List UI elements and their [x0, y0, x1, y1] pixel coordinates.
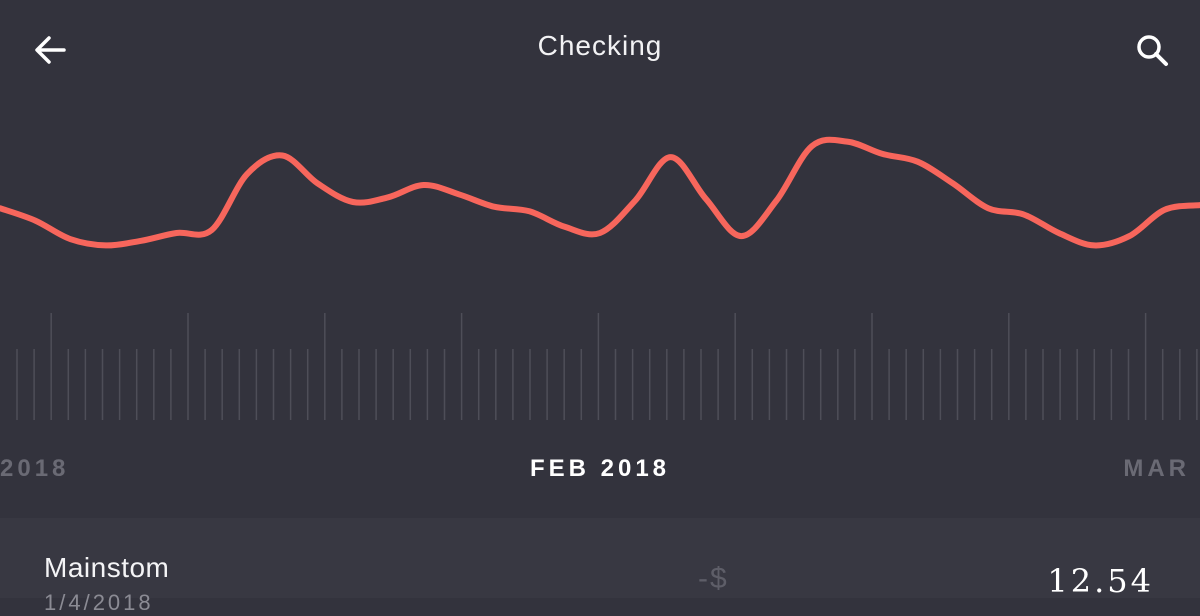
search-icon [1137, 35, 1168, 66]
arrow-left-icon [35, 36, 66, 64]
transaction-amount: 12.54 [1047, 562, 1154, 600]
balance-chart[interactable] [0, 100, 1200, 520]
transaction-currency: -$ [698, 562, 729, 595]
prev-month-label[interactable]: 2018 [0, 455, 70, 482]
page-title: Checking [537, 30, 663, 61]
search-button[interactable] [1130, 28, 1174, 72]
transaction-name: Mainstom [44, 552, 170, 583]
timeline-ticks [16, 313, 1198, 420]
transaction-date: 1/4/2018 [44, 590, 154, 615]
next-month-label[interactable]: MAR [1123, 455, 1190, 482]
back-button[interactable] [28, 28, 72, 72]
transaction-row[interactable]: Mainstom 1/4/2018 -$ 12.54 [0, 518, 1200, 615]
app-bar: Checking [0, 0, 1200, 100]
balance-line [0, 136, 1200, 249]
current-month-label: FEB 2018 [529, 455, 671, 482]
